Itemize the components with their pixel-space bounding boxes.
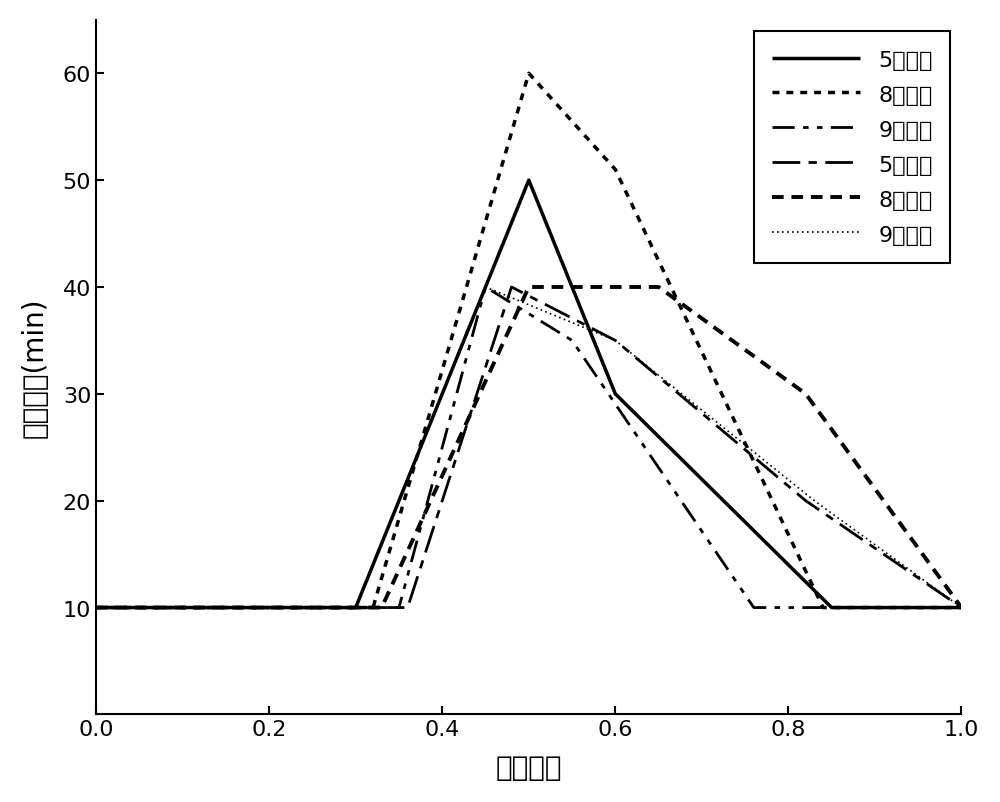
8号初始 [609, 165, 621, 175]
Y-axis label: 静置时间(min): 静置时间(min) [21, 298, 49, 438]
Line: 9号初始: 9号初始 [96, 288, 961, 608]
5号老化 [800, 496, 812, 506]
9号初始 [748, 603, 760, 613]
5号老化 [505, 283, 517, 293]
5号初始 [90, 603, 102, 613]
Line: 8号老化: 8号老化 [96, 288, 961, 608]
Line: 5号初始: 5号初始 [96, 181, 961, 608]
8号老化 [90, 603, 102, 613]
5号老化 [402, 603, 414, 613]
8号初始 [523, 69, 535, 79]
9号初始 [393, 603, 405, 613]
Line: 5号老化: 5号老化 [96, 288, 961, 608]
8号老化 [955, 603, 967, 613]
9号初始 [955, 603, 967, 613]
8号老化 [376, 603, 388, 613]
5号初始 [350, 603, 362, 613]
5号老化 [609, 336, 621, 346]
5号初始 [609, 390, 621, 399]
9号初始 [480, 283, 492, 293]
X-axis label: 荷电状态: 荷电状态 [496, 753, 562, 781]
5号初始 [826, 603, 838, 613]
9号老化 [350, 603, 362, 613]
9号老化 [90, 603, 102, 613]
5号老化 [90, 603, 102, 613]
9号老化 [955, 603, 967, 613]
9号初始 [90, 603, 102, 613]
5号老化 [955, 603, 967, 613]
8号初始 [955, 603, 967, 613]
8号初始 [90, 603, 102, 613]
5号初始 [955, 603, 967, 613]
Legend: 5号初始, 8号初始, 9号初始, 5号老化, 8号老化, 9号老化: 5号初始, 8号初始, 9号初始, 5号老化, 8号老化, 9号老化 [754, 32, 950, 263]
9号老化 [808, 496, 820, 506]
Line: 9号老化: 9号老化 [96, 288, 961, 608]
9号老化 [609, 336, 621, 346]
8号老化 [653, 283, 665, 293]
8号初始 [367, 603, 379, 613]
8号老化 [800, 390, 812, 399]
5号初始 [523, 176, 535, 186]
Line: 8号初始: 8号初始 [96, 74, 961, 608]
9号老化 [480, 283, 492, 293]
8号老化 [523, 283, 535, 293]
9号初始 [566, 336, 578, 346]
8号初始 [817, 603, 829, 613]
